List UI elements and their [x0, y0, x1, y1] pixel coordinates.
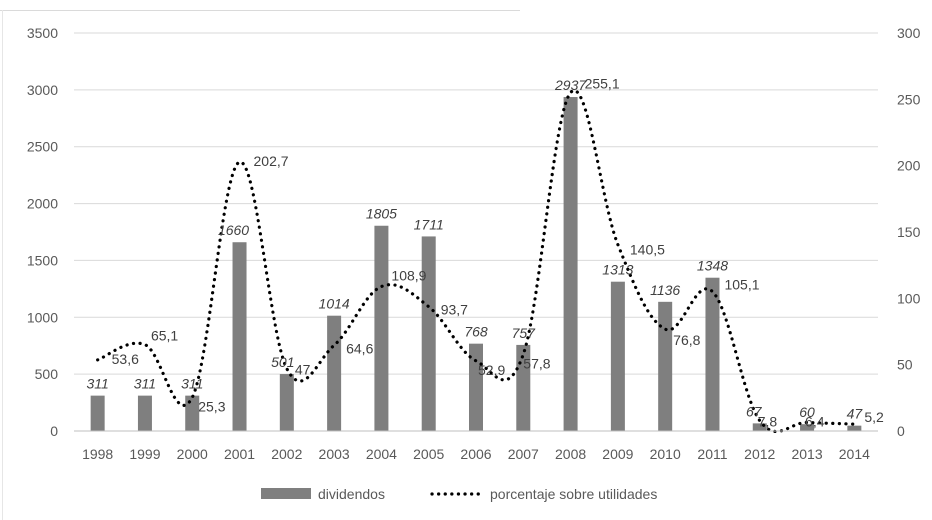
y-left-tick-label: 3500 — [27, 25, 58, 41]
bar-value-label: 1805 — [366, 206, 397, 222]
left-border-line — [2, 10, 3, 520]
x-tick-label: 2003 — [319, 446, 350, 462]
bar — [469, 343, 483, 431]
line-value-label: 76,8 — [673, 332, 700, 348]
bar-value-label: 501 — [271, 354, 294, 370]
bar-value-label: 311 — [181, 376, 203, 392]
line-value-label: 140,5 — [630, 242, 665, 258]
bar — [610, 281, 625, 431]
line-value-label: 25,3 — [198, 398, 225, 414]
bar-value-label: 1348 — [697, 258, 728, 274]
y-left-tick-label: 3000 — [27, 82, 58, 98]
line-value-label: 93,7 — [441, 302, 468, 318]
bar — [800, 424, 815, 431]
legend-label-dividendos: dividendos — [318, 486, 385, 502]
line-value-label: 6,4 — [805, 414, 825, 430]
bar-value-label: 1660 — [218, 222, 249, 238]
line-value-label: 202,7 — [254, 153, 289, 169]
bar-value-label: 757 — [512, 325, 537, 341]
line-value-label: 5,2 — [864, 409, 884, 425]
line-value-label: 53,6 — [112, 351, 139, 367]
legend-swatch-bar — [261, 488, 311, 499]
x-tick-label: 2006 — [460, 446, 491, 462]
x-tick-label: 2008 — [555, 446, 586, 462]
bar-series-dividendos — [90, 97, 862, 431]
bar — [658, 301, 673, 431]
legend-label-porcentaje: porcentaje sobre utilidades — [490, 486, 657, 502]
bar-value-label: 1313 — [602, 262, 633, 278]
y-left-tick-label: 2000 — [27, 196, 58, 212]
line-value-label: 255,1 — [585, 76, 620, 92]
top-border-line — [0, 10, 520, 11]
line-value-label: 108,9 — [391, 268, 426, 284]
y-right-tick-label: 200 — [897, 158, 921, 174]
line-series-porcentaje — [96, 88, 856, 434]
x-tick-label: 2011 — [697, 446, 727, 462]
bar — [752, 423, 767, 431]
bar-value-label: 47 — [847, 406, 864, 422]
y-left-tick-label: 0 — [50, 423, 58, 439]
y-right-tick-label: 0 — [897, 423, 905, 439]
line-value-label: 47 — [295, 362, 311, 378]
y-left-tick-label: 1000 — [27, 309, 58, 325]
x-tick-label: 2000 — [177, 446, 208, 462]
x-tick-label: 2005 — [413, 446, 444, 462]
bar-value-label: 1136 — [650, 282, 680, 298]
bar-value-label: 1711 — [414, 216, 444, 232]
y-left-tick-label: 1500 — [27, 252, 58, 268]
y-right-tick-label: 150 — [897, 224, 921, 240]
bar — [563, 97, 578, 431]
x-tick-label: 2014 — [839, 446, 870, 462]
bar — [374, 225, 389, 431]
y-right-tick-label: 250 — [897, 91, 921, 107]
y-right-tick-label: 100 — [897, 290, 921, 306]
bar — [185, 395, 200, 431]
y-left-tick-label: 2500 — [27, 139, 58, 155]
x-tick-label: 2012 — [744, 446, 775, 462]
x-tick-label: 2007 — [508, 446, 539, 462]
axes: 0 500 1000 1500 2000 2500 3000 3500 0 50 100 150 200… — [27, 25, 921, 462]
line-value-label: 57,8 — [523, 355, 550, 371]
bar — [279, 374, 294, 431]
line-path-porcentaje — [96, 88, 856, 434]
x-tick-label: 2002 — [271, 446, 302, 462]
x-tick-label: 2004 — [366, 446, 397, 462]
x-tick-label: 2009 — [602, 446, 633, 462]
bar-value-label: 2937 — [554, 77, 587, 93]
line-value-label: 105,1 — [724, 277, 759, 293]
line-value-label: 65,1 — [151, 328, 178, 344]
x-tick-label: 2001 — [224, 446, 255, 462]
x-tick-label: 1999 — [129, 446, 160, 462]
bar — [327, 315, 342, 431]
line-value-label: 64,6 — [346, 340, 373, 356]
cropped-top-region — [0, 0, 520, 12]
bar-value-label: 67 — [746, 403, 763, 419]
bar — [705, 277, 720, 431]
line-value-label: 7,8 — [758, 414, 778, 430]
bar-value-label: 768 — [464, 324, 488, 340]
bar — [516, 344, 531, 431]
bar — [90, 395, 105, 431]
bar-value-label: 311 — [86, 376, 108, 392]
bar-value-label: 311 — [134, 376, 156, 392]
y-right-tick-label: 300 — [897, 25, 921, 41]
y-left-tick-label: 500 — [35, 366, 59, 382]
y-right-tick-label: 50 — [897, 357, 913, 373]
bar-value-label: 1014 — [319, 296, 350, 312]
x-tick-label: 1998 — [82, 446, 113, 462]
data-labels: 311 311 311 1660 501 1014 1805 1711 768 757 2937 13… — [86, 76, 884, 430]
bar — [847, 425, 862, 431]
x-tick-label: 2013 — [791, 446, 822, 462]
bar — [232, 242, 247, 431]
x-tick-label: 2010 — [650, 446, 681, 462]
bar-value-label: 60 — [799, 404, 815, 420]
bar — [137, 395, 152, 431]
bar — [421, 236, 436, 431]
legend: dividendos porcentaje sobre utilidades — [261, 486, 657, 502]
line-value-label: 52,9 — [478, 362, 505, 378]
